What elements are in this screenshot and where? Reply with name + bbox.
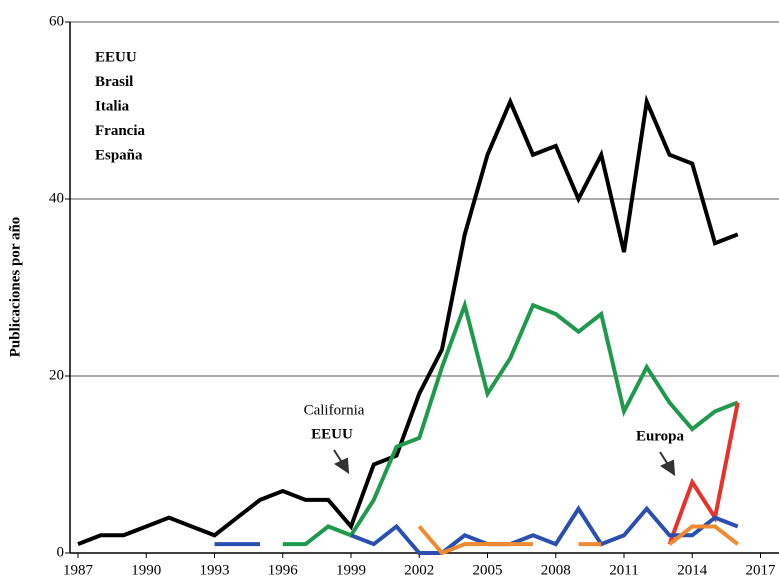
y-tick-label: 40 — [49, 190, 64, 206]
series-line — [214, 505, 739, 555]
x-tick-label: 2005 — [473, 562, 503, 578]
series-line — [282, 298, 739, 547]
x-tick-label: 1996 — [268, 562, 299, 578]
y-tick-label: 20 — [49, 367, 64, 383]
annotation-arrow — [333, 449, 350, 474]
x-tick-label: 1987 — [63, 562, 94, 578]
legend-entry: España — [95, 147, 143, 163]
annotation: California — [304, 402, 365, 418]
legend-entry: EEUU — [95, 49, 137, 65]
series-line — [417, 524, 739, 556]
y-axis-label: Publicaciones por año — [7, 217, 23, 358]
series-line — [77, 94, 739, 547]
x-tick-label: 2017 — [746, 562, 777, 578]
x-tick-label: 2002 — [404, 562, 434, 578]
annotation: Europa — [636, 428, 685, 444]
legend-entry: Italia — [95, 98, 130, 114]
x-tick-label: 1999 — [336, 562, 366, 578]
x-tick-label: 2008 — [541, 562, 571, 578]
legend-entry: Francia — [95, 123, 145, 139]
annotation-arrow — [659, 451, 676, 476]
x-tick-label: 2011 — [609, 562, 638, 578]
series-line — [667, 402, 740, 545]
annotation: EEUU — [311, 426, 353, 442]
legend-entry: Brasil — [95, 74, 133, 90]
x-tick-label: 1993 — [200, 562, 230, 578]
x-tick-label: 1990 — [131, 562, 161, 578]
y-tick-label: 60 — [49, 13, 64, 29]
y-tick-label: 0 — [57, 544, 65, 560]
x-tick-label: 2014 — [677, 562, 708, 578]
